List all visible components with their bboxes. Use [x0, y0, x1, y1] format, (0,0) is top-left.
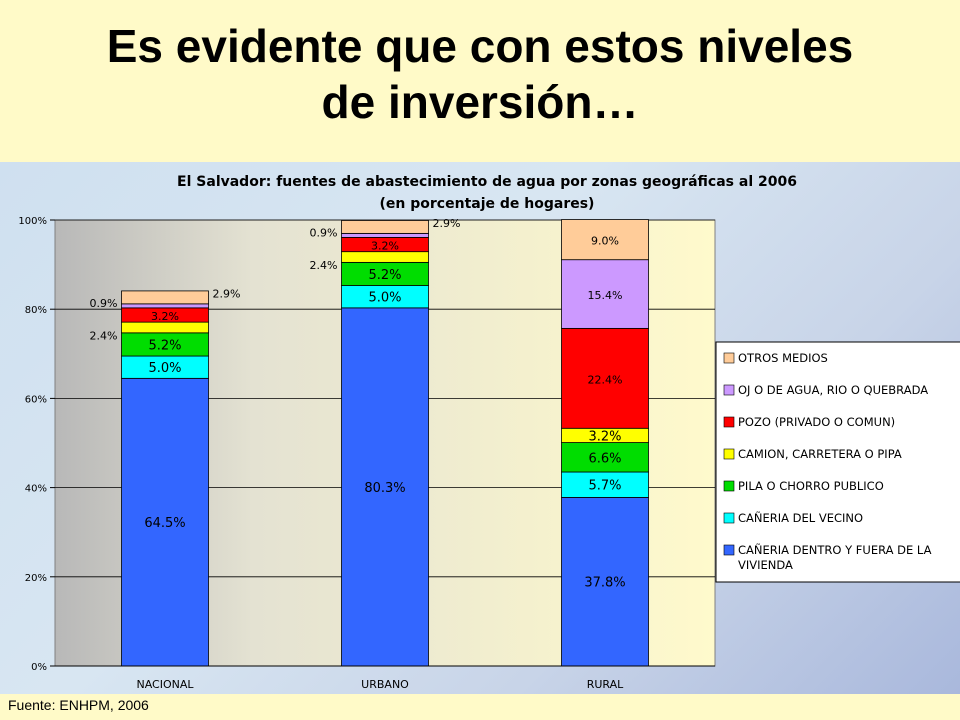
y-tick-label: 20%	[25, 573, 47, 584]
legend-swatch	[723, 448, 735, 460]
legend-box	[715, 341, 960, 583]
legend-label: OJ O DE AGUA, RIO O QUEBRADA	[738, 383, 928, 397]
bar-segment	[561, 471, 649, 498]
bar-segment	[341, 307, 429, 667]
data-label: 5.2%	[148, 338, 181, 353]
data-label: 15.4%	[588, 289, 623, 302]
bar-segment	[341, 232, 429, 238]
data-label: 3.2%	[588, 429, 621, 444]
legend-label: CAÑERIA DENTRO Y FUERA DE LA	[738, 542, 932, 557]
data-label: 0.9%	[90, 297, 118, 310]
legend-swatch	[723, 384, 735, 396]
data-label: 0.9%	[310, 226, 338, 239]
bar-segment	[341, 251, 429, 263]
data-label: 80.3%	[364, 481, 405, 496]
data-label: 2.4%	[90, 329, 118, 342]
bar-segment	[561, 442, 649, 473]
legend-swatch	[723, 512, 735, 524]
bar-segment	[341, 220, 429, 234]
chart-title-line-1: El Salvador: fuentes de abastecimiento d…	[177, 174, 797, 190]
legend-label: CAMION, CARRETERA O PIPA	[738, 447, 902, 461]
data-label: 3.2%	[371, 240, 399, 253]
legend-swatch	[723, 480, 735, 492]
y-tick-label: 0%	[31, 662, 47, 673]
y-tick-label: 40%	[25, 484, 47, 495]
chart-area: El Salvador: fuentes de abastecimiento d…	[0, 162, 960, 694]
chart-title-line-2: (en porcentaje de hogares)	[380, 196, 595, 212]
data-label: 5.2%	[368, 268, 401, 283]
bar-segment	[121, 303, 209, 309]
bar-segment	[561, 327, 649, 429]
x-tick-label: RURAL	[587, 678, 624, 691]
stacked-bar-chart: El Salvador: fuentes de abastecimiento d…	[18, 174, 960, 691]
source-note: Fuente: ENHPM, 2006	[8, 697, 149, 713]
legend-swatch	[723, 544, 735, 556]
bar-segment	[121, 290, 209, 305]
legend-label: PILA O CHORRO PUBLICO	[738, 479, 884, 493]
data-label: 64.5%	[144, 516, 185, 531]
legend-swatch	[723, 416, 735, 428]
data-label: 6.6%	[588, 451, 621, 466]
legend-label: OTROS MEDIOS	[738, 351, 828, 365]
data-label: 2.4%	[310, 259, 338, 272]
data-label: 5.7%	[588, 479, 621, 494]
legend-label: POZO (PRIVADO O COMUN)	[738, 415, 895, 429]
x-tick-label: URBANO	[361, 678, 409, 691]
bar-segment	[561, 219, 649, 261]
data-label: 2.9%	[213, 287, 241, 300]
y-tick-label: 60%	[25, 394, 47, 405]
bar-segment	[121, 377, 209, 667]
data-label: 5.0%	[148, 361, 181, 376]
bar-segment	[121, 321, 209, 334]
legend-label-cont: VIVIENDA	[738, 558, 793, 572]
x-tick-label: NACIONAL	[136, 678, 194, 691]
data-label: 3.2%	[151, 310, 179, 323]
y-tick-label: 80%	[25, 305, 47, 316]
data-label: 2.9%	[433, 217, 461, 230]
legend-label: CAÑERIA DEL VECINO	[738, 510, 863, 525]
slide-title-line-2: de inversión…	[321, 76, 639, 128]
data-label: 22.4%	[588, 373, 623, 386]
data-label: 37.8%	[584, 576, 625, 591]
bar-segment	[561, 259, 649, 329]
data-label: 5.0%	[368, 291, 401, 306]
data-label: 9.0%	[591, 235, 619, 248]
y-tick-label: 100%	[18, 216, 47, 227]
slide-title: Es evidente que con estos niveles de inv…	[0, 18, 960, 130]
legend-swatch	[723, 352, 735, 364]
slide-title-line-1: Es evidente que con estos niveles	[106, 20, 854, 72]
